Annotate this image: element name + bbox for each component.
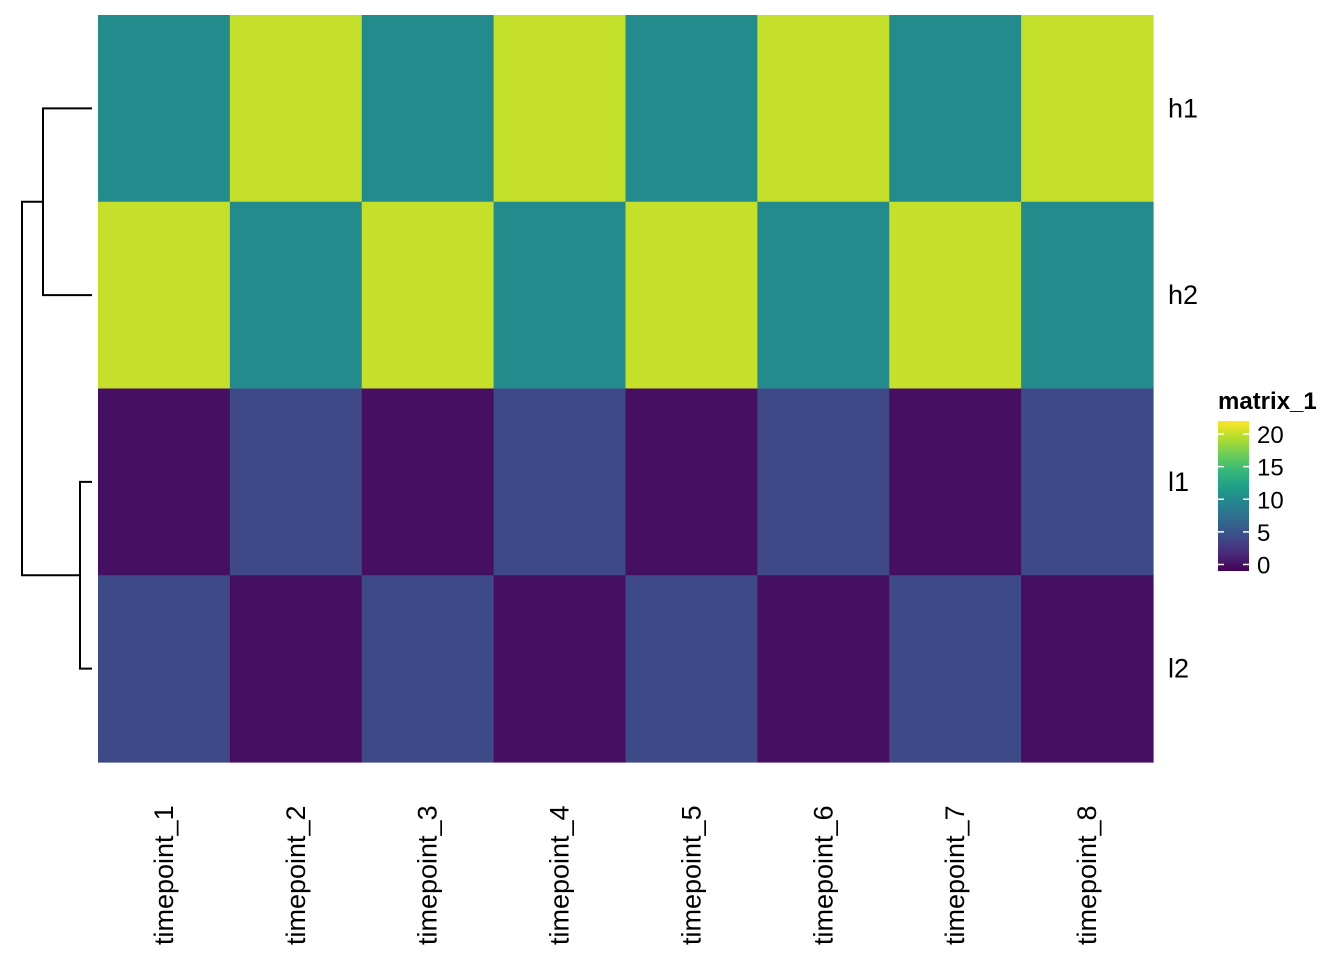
heatmap-cell-h2-timepoint_1: [98, 201, 231, 390]
heatmap-cell-l2-timepoint_8: [1021, 575, 1154, 763]
heatmap-cell-l2-timepoint_2: [229, 575, 363, 763]
row-labels: h1 h2 l1 l2: [1168, 93, 1198, 683]
heatmap-cell-l2-timepoint_5: [625, 575, 758, 763]
legend-tick-label-5: 5: [1257, 520, 1270, 547]
heatmap-cell-l2-timepoint_3: [361, 575, 495, 763]
column-label-timepoint_3: timepoint_3: [413, 805, 443, 945]
dendro-branch-root: [21, 200, 80, 577]
heatmap-cell-l1-timepoint_3: [361, 388, 495, 576]
column-label-timepoint_1: timepoint_1: [149, 805, 179, 945]
heatmap-cell-h2-timepoint_3: [361, 201, 495, 390]
heatmap-cell-h2-timepoint_2: [229, 201, 363, 390]
heatmap-cell-h2-timepoint_8: [1021, 201, 1154, 390]
heatmap-cell-h2-timepoint_7: [889, 201, 1022, 390]
legend-tick-label-10: 10: [1257, 487, 1284, 514]
heatmap-cell-h2-timepoint_4: [493, 201, 627, 390]
heatmap-cell-l2-timepoint_6: [757, 575, 890, 763]
column-label-timepoint_8: timepoint_8: [1072, 805, 1102, 945]
heatmap-cell-h1-timepoint_6: [757, 15, 890, 203]
column-labels: timepoint_1 timepoint_2 timepoint_3 timepoi…: [149, 805, 1102, 945]
heatmap-cell-l2-timepoint_1: [98, 575, 231, 763]
heatmap-cell-l2-timepoint_7: [889, 575, 1022, 763]
heatmap-cell-h2-timepoint_6: [757, 201, 890, 390]
legend-color-bar: [1218, 421, 1249, 571]
column-label-timepoint_2: timepoint_2: [281, 805, 311, 945]
heatmap-cell-l2-timepoint_4: [493, 575, 627, 763]
heatmap-cell-l1-timepoint_5: [625, 388, 758, 576]
heatmap-cell-h2-timepoint_5: [625, 201, 758, 390]
heatmap-cell-l1-timepoint_1: [98, 388, 231, 576]
heatmap-cell-l1-timepoint_2: [229, 388, 363, 576]
legend-tick-label-15: 15: [1257, 455, 1284, 482]
column-label-timepoint_7: timepoint_7: [940, 805, 970, 945]
heatmap-cell-l1-timepoint_8: [1021, 388, 1154, 576]
row-label-l2: l2: [1168, 654, 1189, 684]
color-legend: matrix_1 0 5 10 15 20: [1218, 388, 1317, 579]
heatmap-cell-h1-timepoint_3: [361, 15, 495, 203]
heatmap-cell-h1-timepoint_2: [229, 15, 363, 203]
row-label-l1: l1: [1168, 467, 1189, 497]
heatmap-cell-h1-timepoint_4: [493, 15, 627, 203]
heatmap-cell-l1-timepoint_4: [493, 388, 627, 576]
column-label-timepoint_5: timepoint_5: [676, 805, 706, 945]
heatmap-cell-h1-timepoint_7: [889, 15, 1022, 203]
heatmap-cell-h1-timepoint_1: [98, 15, 231, 203]
legend-ticks: 0 5 10 15 20: [1218, 422, 1284, 579]
dendro-branch-h: [42, 107, 92, 297]
legend-title: matrix_1: [1218, 388, 1317, 415]
column-label-timepoint_4: timepoint_4: [545, 805, 575, 945]
heatmap-cells: [98, 15, 1154, 763]
heatmap-cell-l1-timepoint_7: [889, 388, 1022, 576]
row-label-h1: h1: [1168, 93, 1198, 123]
heatmap-cell-h1-timepoint_8: [1021, 15, 1154, 203]
dendro-branch-l: [79, 480, 92, 670]
heatmap-cell-h1-timepoint_5: [625, 15, 758, 203]
row-label-h2: h2: [1168, 280, 1198, 310]
row-dendrogram: [21, 107, 92, 670]
legend-tick-label-20: 20: [1257, 422, 1284, 449]
heatmap-cell-l1-timepoint_6: [757, 388, 890, 576]
column-label-timepoint_6: timepoint_6: [808, 805, 838, 945]
legend-tick-label-0: 0: [1257, 552, 1270, 579]
